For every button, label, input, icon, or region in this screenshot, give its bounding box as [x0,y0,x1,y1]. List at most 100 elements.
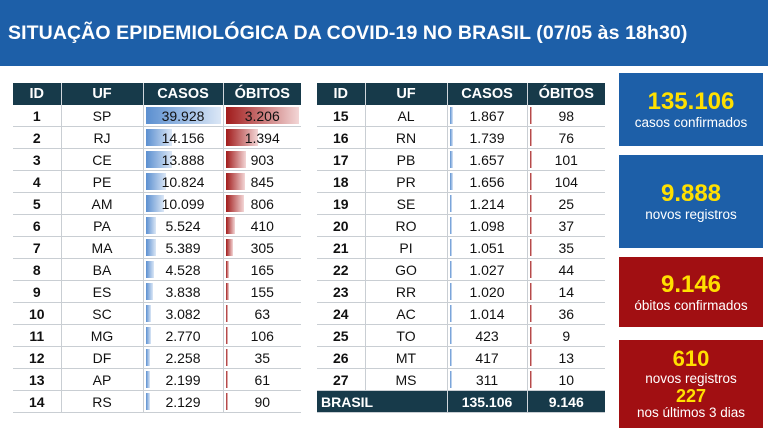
table-row: 22 GO 1.027 44 [317,258,605,282]
row-obitos-value: 101 [554,151,578,168]
row-obitos: 35 [223,346,301,370]
casos-bar [449,327,452,345]
states-table-right: ID UF CASOS ÓBITOS 15 AL 1.867 98 16 RN 1.739 7… [317,83,605,413]
table-row: 9 ES 3.838 155 [13,280,301,304]
casos-bar [449,283,452,301]
row-casos: 1.051 [447,236,528,260]
row-uf: PI [365,236,448,260]
row-obitos-value: 36 [558,305,575,322]
col-obitos-header: ÓBITOS [223,83,301,105]
casos-bar [145,393,150,411]
row-obitos: 106 [223,324,301,348]
row-casos-value: 2.258 [165,349,201,366]
row-id: 12 [13,346,62,370]
table-row: 15 AL 1.867 98 [317,105,605,128]
row-casos: 1.739 [447,126,528,150]
row-uf: GO [365,258,448,282]
row-obitos-value: 76 [558,129,575,146]
row-obitos: 44 [527,258,605,282]
table-row: 25 TO 423 9 [317,324,605,348]
row-uf: SE [365,192,448,216]
table-row: 3 CE 13.888 903 [13,148,301,172]
obitos-bar [529,129,532,147]
row-id: 1 [13,105,62,128]
row-id: 8 [13,258,62,282]
row-id: 21 [317,236,366,260]
row-uf: BA [61,258,144,282]
table-row: 11 MG 2.770 106 [13,324,301,348]
row-casos: 13.888 [143,148,224,172]
row-uf: MT [365,346,448,370]
table-row: 17 PB 1.657 101 [317,148,605,172]
row-obitos: 98 [527,105,605,128]
confirmed-cases-card: 135.106 casos confirmados [619,73,763,146]
obitos-bar [225,239,233,257]
casos-bar [449,195,452,213]
obitos-bar [225,151,247,169]
row-casos: 10.824 [143,170,224,194]
obitos-bar [225,371,228,389]
row-uf: RS [61,390,144,414]
obitos-bar [529,349,532,367]
confirmed-deaths-card: 9.146 óbitos confirmados [619,257,763,327]
row-obitos: 101 [527,148,605,172]
obitos-bar [225,173,245,191]
table-row: 5 AM 10.099 806 [13,192,301,216]
row-id: 20 [317,214,366,238]
row-casos-value: 1.098 [469,217,505,234]
row-obitos: 845 [223,170,301,194]
row-obitos: 104 [527,170,605,194]
confirmed-deaths-label: óbitos confirmados [634,297,748,313]
row-obitos: 90 [223,390,301,414]
row-id: 13 [13,368,62,392]
table-row: 13 AP 2.199 61 [13,368,301,392]
casos-bar [145,305,152,323]
row-casos-value: 1.657 [469,151,505,168]
row-obitos: 25 [527,192,605,216]
row-id: 23 [317,280,366,304]
casos-bar [449,129,453,147]
table-row: 12 DF 2.258 35 [13,346,301,370]
recent-deaths-value: 227 [675,386,707,406]
casos-bar [145,327,151,345]
row-obitos: 10 [527,368,605,392]
total-row: BRASIL 135.106 9.146 [317,390,605,413]
row-obitos: 305 [223,236,301,260]
table-header-row: ID UF CASOS ÓBITOS [317,83,605,105]
row-casos-value: 10.099 [161,195,205,212]
row-id: 3 [13,148,62,172]
obitos-bar [529,173,532,191]
row-obitos-value: 35 [254,349,271,366]
row-uf: PB [365,148,448,172]
row-uf: RR [365,280,448,304]
col-id-header: ID [13,83,62,105]
table-row: 10 SC 3.082 63 [13,302,301,326]
col-uf-header: UF [61,83,144,105]
row-uf: MA [61,236,144,260]
casos-bar [449,239,452,257]
row-casos: 423 [447,324,528,348]
row-obitos: 61 [223,368,301,392]
casos-bar [449,371,452,389]
row-obitos: 9 [527,324,605,348]
table-row: 4 PE 10.824 845 [13,170,301,194]
row-id: 4 [13,170,62,194]
row-uf: RO [365,214,448,238]
casos-bar [145,239,156,257]
row-casos: 10.099 [143,192,224,216]
row-uf: PE [61,170,144,194]
confirmed-cases-label: casos confirmados [634,115,748,130]
row-casos-value: 1.014 [469,305,505,322]
obitos-bar [529,261,532,279]
row-casos: 311 [447,368,528,392]
row-casos-value: 2.129 [165,393,201,410]
obitos-bar [529,327,532,345]
row-casos: 14.156 [143,126,224,150]
table-header-row: ID UF CASOS ÓBITOS [13,83,301,105]
casos-bar [449,261,452,279]
table-body-right: 15 AL 1.867 98 16 RN 1.739 76 17 PB 1.657 101 18 PR 1.… [317,105,605,413]
table-row: 8 BA 4.528 165 [13,258,301,282]
row-id: 15 [317,105,366,128]
row-id: 14 [13,390,62,414]
row-casos: 3.838 [143,280,224,304]
